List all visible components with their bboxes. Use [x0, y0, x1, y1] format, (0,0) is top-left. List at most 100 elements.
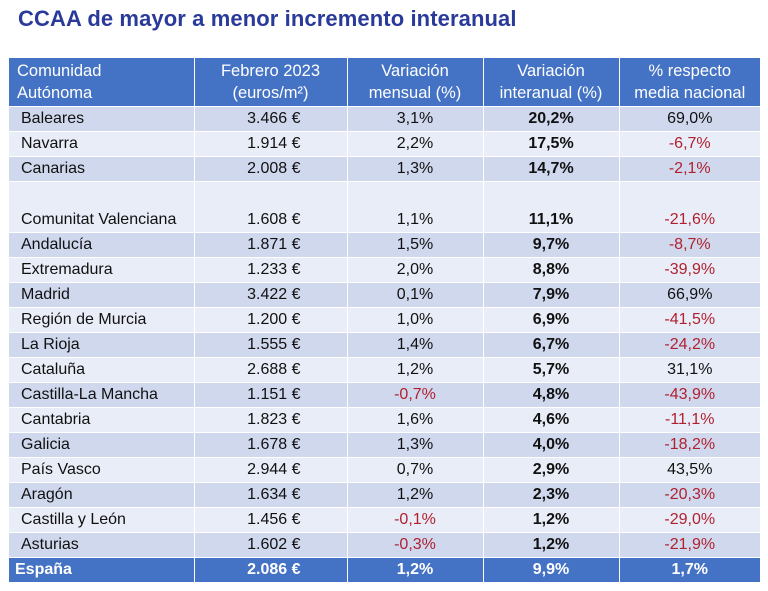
price-cell: 1.608 € — [194, 181, 348, 233]
community-cell: Castilla y León — [9, 507, 195, 533]
monthly-variation-cell: 1,2% — [347, 357, 484, 383]
annual-variation-cell: 11,1% — [483, 181, 620, 233]
table-row: País Vasco 2.944 €0,7% 2,9% 43,5% — [9, 457, 760, 483]
annual-variation-cell: 6,7% — [483, 332, 620, 358]
vs-national-cell: 31,1% — [619, 357, 760, 383]
community-cell: Aragón — [9, 482, 195, 508]
data-table: Comunidad Autónoma Febrero 2023 (euros/m… — [9, 58, 760, 582]
price-cell: 1.871 € — [194, 232, 348, 258]
vs-national-cell: -6,7% — [619, 131, 760, 157]
vs-national-cell: -2,1% — [619, 156, 760, 182]
vs-national-cell: -11,1% — [619, 407, 760, 433]
monthly-variation-cell: -0,3% — [347, 532, 484, 558]
annual-variation-cell: 9,7% — [483, 232, 620, 258]
community-cell: Asturias — [9, 532, 195, 558]
community-cell: Madrid — [9, 282, 195, 308]
annual-variation-cell: 4,8% — [483, 382, 620, 408]
table-row: La Rioja 1.555 €1,4% 6,7% -24,2% — [9, 332, 760, 358]
annual-variation-cell: 2,9% — [483, 457, 620, 483]
vs-national-cell: -18,2% — [619, 432, 760, 458]
vs-national-cell: 43,5% — [619, 457, 760, 483]
annual-variation-cell: 7,9% — [483, 282, 620, 308]
table-row: Región de Murcia 1.200 €1,0% 6,9% -41,5% — [9, 307, 760, 333]
annual-variation-cell: 17,5% — [483, 131, 620, 157]
vs-national-cell: -20,3% — [619, 482, 760, 508]
price-cell: 1.914 € — [194, 131, 348, 157]
annual-variation-cell: 5,7% — [483, 357, 620, 383]
monthly-variation-cell: -0,7% — [347, 382, 484, 408]
community-cell: Navarra — [9, 131, 195, 157]
community-cell: Andalucía — [9, 232, 195, 258]
monthly-variation-cell: 1,2% — [347, 482, 484, 508]
annual-variation-cell: 14,7% — [483, 156, 620, 182]
vs-national-cell: 69,0% — [619, 106, 760, 132]
vs-national-cell: 66,9% — [619, 282, 760, 308]
vs-national-cell: -24,2% — [619, 332, 760, 358]
table-row: Madrid 3.422 €0,1% 7,9% 66,9% — [9, 282, 760, 308]
annual-variation-cell: 1,2% — [483, 532, 620, 558]
monthly-variation-cell: 1,4% — [347, 332, 484, 358]
table-row: Comunitat Valenciana 1.608 €1,1% 11,1% -21,… — [9, 181, 760, 233]
monthly-variation-cell: 2,2% — [347, 131, 484, 157]
table-row: Aragón 1.634 €1,2% 2,3% -20,3% — [9, 482, 760, 508]
total-annual-cell: 9,9% — [483, 557, 620, 582]
table-row: Cantabria 1.823 €1,6% 4,6% -11,1% — [9, 407, 760, 433]
community-cell: Canarias — [9, 156, 195, 182]
vs-national-cell: -43,9% — [619, 382, 760, 408]
table-row: Navarra 1.914 €2,2% 17,5% -6,7% — [9, 131, 760, 157]
table-row: Baleares 3.466 €3,1% 20,2% 69,0% — [9, 106, 760, 132]
monthly-variation-cell: 1,5% — [347, 232, 484, 258]
price-cell: 3.422 € — [194, 282, 348, 308]
price-cell: 1.233 € — [194, 257, 348, 283]
community-cell: Extremadura — [9, 257, 195, 283]
total-row: España 2.086 €1,2% 9,9% 1,7% — [9, 557, 760, 582]
price-cell: 1.678 € — [194, 432, 348, 458]
col-header-annual: Variación interanual (%) — [483, 58, 620, 107]
table-row: Canarias 2.008 €1,3% 14,7% -2,1% — [9, 156, 760, 182]
vs-national-cell: -29,0% — [619, 507, 760, 533]
monthly-variation-cell: 1,3% — [347, 156, 484, 182]
col-header-vs-national: % respecto media nacional — [619, 58, 760, 107]
total-monthly-cell: 1,2% — [347, 557, 484, 582]
monthly-variation-cell: 1,6% — [347, 407, 484, 433]
annual-variation-cell: 4,0% — [483, 432, 620, 458]
price-cell: 1.456 € — [194, 507, 348, 533]
col-header-price: Febrero 2023 (euros/m²) — [194, 58, 348, 107]
annual-variation-cell: 1,2% — [483, 507, 620, 533]
vs-national-cell: -21,6% — [619, 181, 760, 233]
vs-national-cell: -39,9% — [619, 257, 760, 283]
price-cell: 2.008 € — [194, 156, 348, 182]
price-cell: 2.944 € — [194, 457, 348, 483]
page-title: CCAA de mayor a menor incremento interan… — [18, 6, 517, 31]
table-row: Galicia 1.678 €1,3% 4,0% -18,2% — [9, 432, 760, 458]
table-row: Extremadura 1.233 €2,0% 8,8% -39,9% — [9, 257, 760, 283]
community-cell: Cantabria — [9, 407, 195, 433]
price-cell: 1.823 € — [194, 407, 348, 433]
price-cell: 1.200 € — [194, 307, 348, 333]
total-vs-national-cell: 1,7% — [619, 557, 760, 582]
community-cell: Cataluña — [9, 357, 195, 383]
annual-variation-cell: 4,6% — [483, 407, 620, 433]
vs-national-cell: -21,9% — [619, 532, 760, 558]
header-row: Comunidad Autónoma Febrero 2023 (euros/m… — [9, 58, 760, 107]
community-cell: Castilla-La Mancha — [9, 382, 195, 408]
price-cell: 2.688 € — [194, 357, 348, 383]
community-cell: País Vasco — [9, 457, 195, 483]
annual-variation-cell: 8,8% — [483, 257, 620, 283]
total-name-cell: España — [9, 557, 195, 582]
table-row: Asturias 1.602 € -0,3% 1,2% -21,9% — [9, 532, 760, 558]
vs-national-cell: -8,7% — [619, 232, 760, 258]
price-cell: 1.151 € — [194, 382, 348, 408]
table-row: Castilla-La Mancha 1.151 € -0,7% 4,8% -43,9% — [9, 382, 760, 408]
community-cell: Baleares — [9, 106, 195, 132]
annual-variation-cell: 20,2% — [483, 106, 620, 132]
price-cell: 1.555 € — [194, 332, 348, 358]
price-cell: 1.634 € — [194, 482, 348, 508]
monthly-variation-cell: 1,0% — [347, 307, 484, 333]
monthly-variation-cell: 3,1% — [347, 106, 484, 132]
table-row: Cataluña 2.688 €1,2% 5,7% 31,1% — [9, 357, 760, 383]
monthly-variation-cell: 0,1% — [347, 282, 484, 308]
monthly-variation-cell: 1,3% — [347, 432, 484, 458]
community-cell: Comunitat Valenciana — [9, 181, 195, 233]
monthly-variation-cell: -0,1% — [347, 507, 484, 533]
